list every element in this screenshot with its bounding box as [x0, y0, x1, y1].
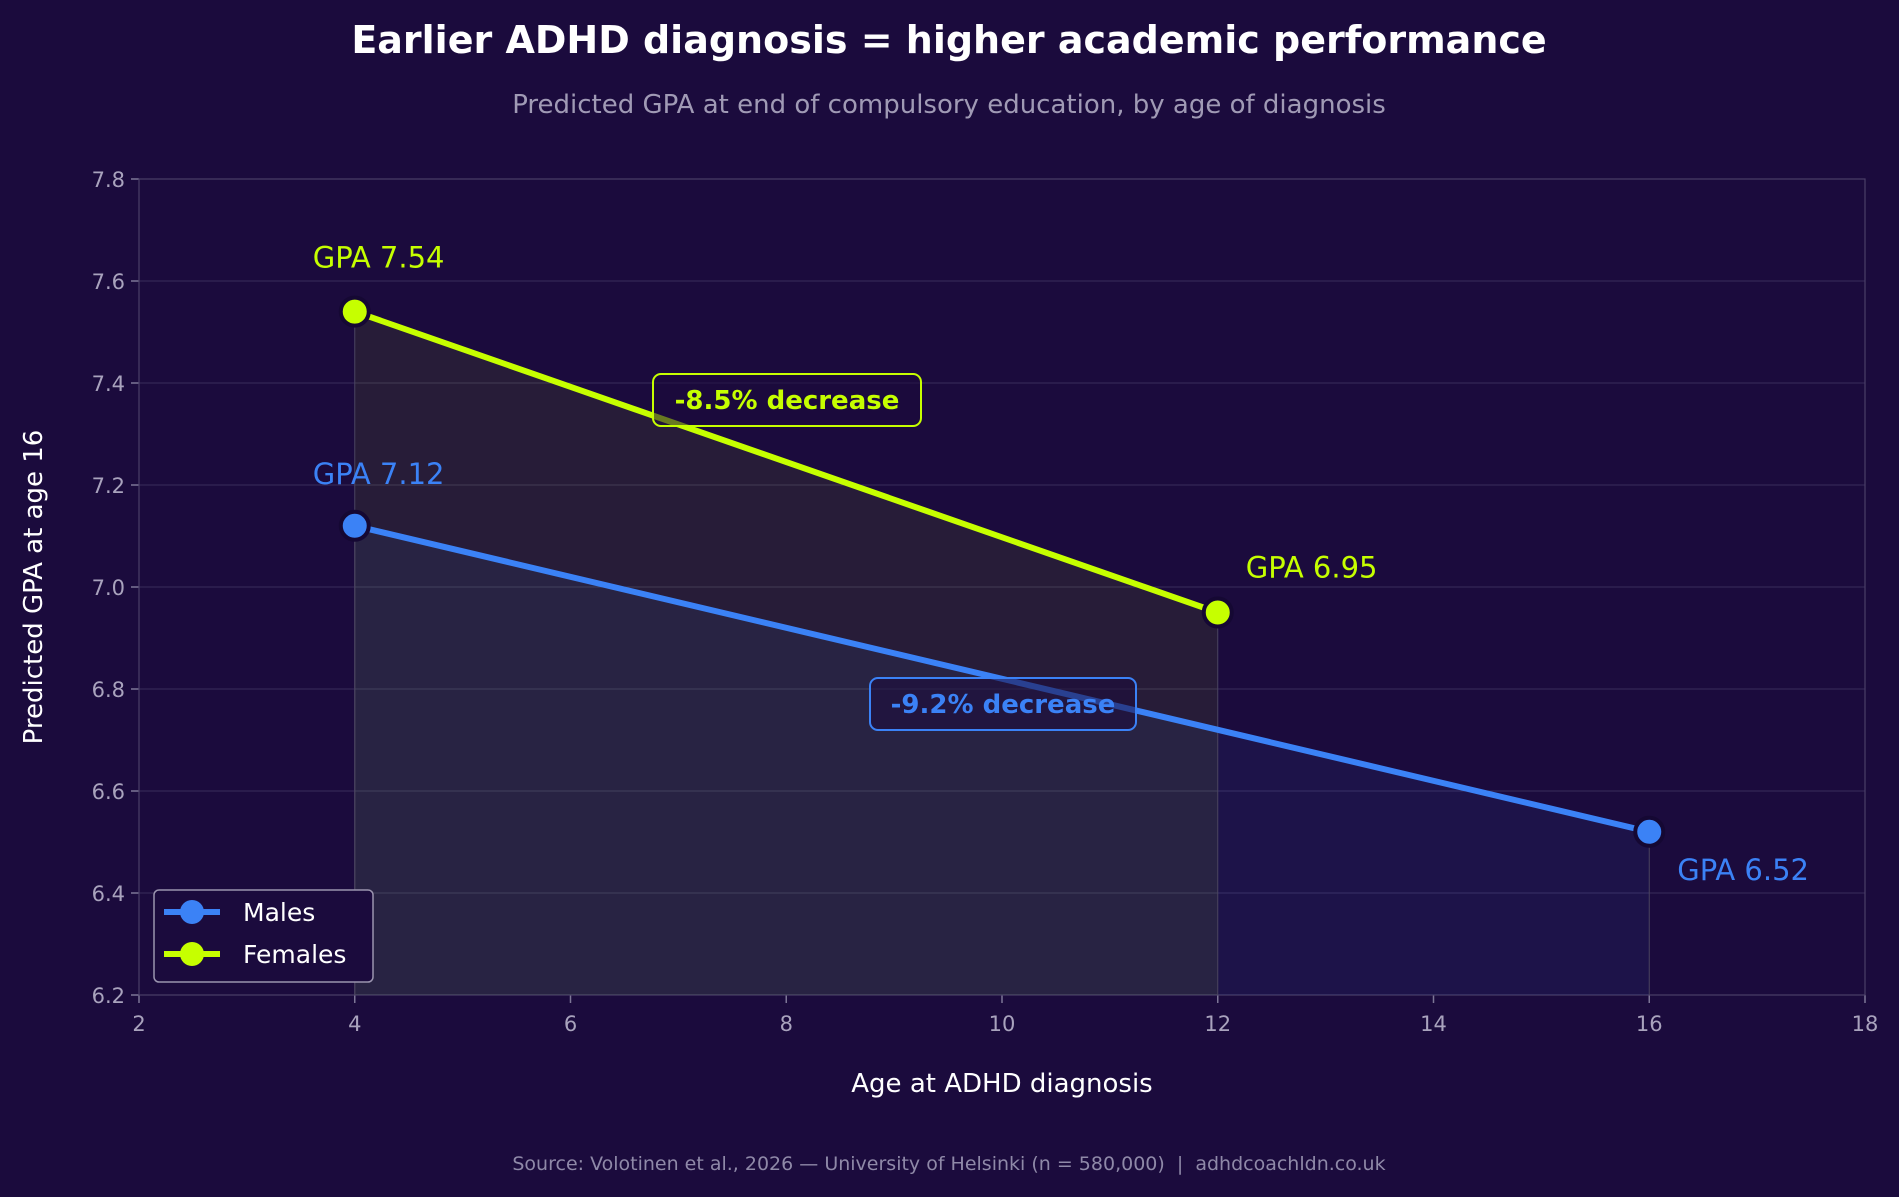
data-point [338, 509, 371, 542]
y-tick-label: 6.4 [92, 882, 125, 906]
annotation-label: -9.2% decrease [891, 690, 1116, 720]
legend-label: Females [243, 940, 346, 969]
legend: Males Females [153, 889, 374, 983]
y-tick-label: 7.4 [92, 372, 125, 396]
y-tick-label: 7.0 [92, 576, 125, 600]
x-tick-label: 12 [1204, 1012, 1231, 1036]
data-label: GPA 7.12 [313, 457, 445, 491]
area-females [354, 311, 1218, 996]
x-tick-label: 10 [989, 1012, 1016, 1036]
x-tick-label: 18 [1852, 1012, 1879, 1036]
data-label: GPA 6.95 [1246, 551, 1378, 585]
y-tick-label: 7.8 [92, 168, 125, 192]
data-label: GPA 7.54 [313, 241, 445, 275]
y-tick-label: 6.6 [92, 780, 125, 804]
x-tick-label: 2 [132, 1012, 145, 1036]
annotation-box [652, 373, 922, 427]
y-tick-label: 6.2 [92, 984, 125, 1008]
legend-marker [180, 900, 204, 924]
data-point [1201, 596, 1234, 629]
plot-frame [138, 178, 1866, 996]
annotation-box [869, 677, 1137, 731]
plot-area: 6.2 6.4 6.6 6.8 7.0 7.2 7.4 7.6 7.8 2 4 6 8 10 12 14 16 1… [92, 168, 1879, 1036]
chart-title: Earlier ADHD diagnosis = higher academic… [351, 18, 1546, 62]
source-note: Source: Volotinen et al., 2026 — Univers… [512, 1153, 1385, 1175]
series-line-females [351, 308, 1221, 616]
legend-label: Males [243, 898, 315, 927]
x-axis-label: Age at ADHD diagnosis [851, 1069, 1152, 1099]
x-tick-label: 14 [1420, 1012, 1447, 1036]
x-tick-label: 4 [348, 1012, 361, 1036]
y-tick-label: 7.6 [92, 270, 125, 294]
x-tick-label: 8 [780, 1012, 793, 1036]
chart-subtitle: Predicted GPA at end of compulsory educa… [512, 90, 1386, 120]
y-axis-label: Predicted GPA at age 16 [19, 430, 49, 745]
data-point [1633, 815, 1666, 848]
x-tick-label: 6 [564, 1012, 577, 1036]
y-tick-label: 7.2 [92, 474, 125, 498]
area-males [354, 525, 1650, 995]
annotation-label: -8.5% decrease [675, 386, 900, 416]
x-tick-label: 16 [1636, 1012, 1663, 1036]
legend-marker [180, 942, 204, 966]
y-tick-label: 6.8 [92, 678, 125, 702]
data-label: GPA 6.52 [1677, 853, 1809, 887]
data-point [338, 295, 371, 328]
